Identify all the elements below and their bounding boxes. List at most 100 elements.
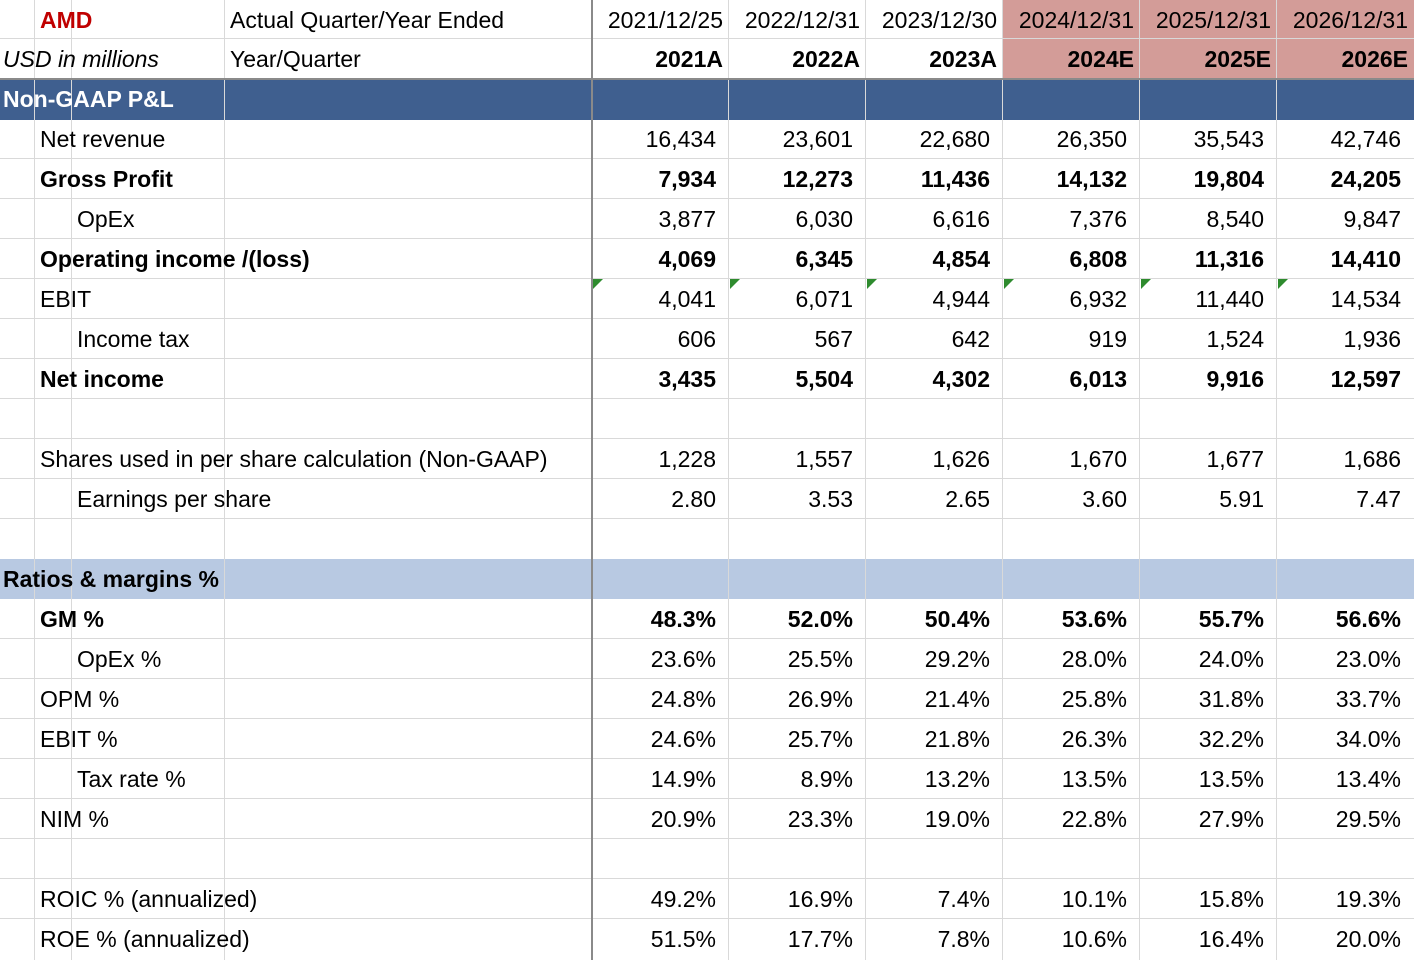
cell-ebit-pct-0[interactable]: 24.6% bbox=[650, 726, 716, 752]
comment-indicator-icon[interactable] bbox=[1004, 279, 1014, 289]
row-label-income-tax[interactable]: Income tax bbox=[77, 326, 190, 352]
cell-ebit-pct-1[interactable]: 25.7% bbox=[787, 726, 853, 752]
cell-opm-0[interactable]: 24.8% bbox=[650, 686, 716, 712]
cell-operating-income-1[interactable]: 6,345 bbox=[795, 246, 853, 272]
cell-opex-1[interactable]: 6,030 bbox=[795, 206, 853, 232]
cell-eps-4[interactable]: 5.91 bbox=[1219, 486, 1264, 512]
comment-indicator-icon[interactable] bbox=[1278, 279, 1288, 289]
cell-net-income-5[interactable]: 12,597 bbox=[1330, 366, 1401, 392]
row-label-operating-income[interactable]: Operating income /(loss) bbox=[40, 246, 310, 272]
cell-opm-1[interactable]: 26.9% bbox=[787, 686, 853, 712]
row-label-eps[interactable]: Earnings per share bbox=[77, 486, 272, 512]
cell-ebit-pct-2[interactable]: 21.8% bbox=[924, 726, 990, 752]
cell-eps-5[interactable]: 7.47 bbox=[1356, 486, 1401, 512]
row-label-roe[interactable]: ROE % (annualized) bbox=[40, 926, 250, 952]
cell-nim-0[interactable]: 20.9% bbox=[650, 806, 716, 832]
cell-income-tax-2[interactable]: 642 bbox=[951, 326, 990, 352]
cell-opm-4[interactable]: 31.8% bbox=[1198, 686, 1264, 712]
cell-opex-pct-1[interactable]: 25.5% bbox=[787, 646, 853, 672]
cell-net-income-1[interactable]: 5,504 bbox=[795, 366, 853, 392]
cell-roic-2[interactable]: 7.4% bbox=[937, 886, 990, 912]
cell-opm-3[interactable]: 25.8% bbox=[1061, 686, 1127, 712]
row-label-gross-profit[interactable]: Gross Profit bbox=[40, 166, 173, 192]
cell-ebit-5[interactable]: 14,534 bbox=[1330, 286, 1401, 312]
cell-gross-profit-5[interactable]: 24,205 bbox=[1330, 166, 1401, 192]
cell-opex-0[interactable]: 3,877 bbox=[658, 206, 716, 232]
year-quarter-label[interactable]: Year/Quarter bbox=[230, 46, 361, 72]
ticker-label[interactable]: AMD bbox=[40, 7, 93, 33]
cell-income-tax-4[interactable]: 1,524 bbox=[1206, 326, 1264, 352]
cell-income-tax-0[interactable]: 606 bbox=[677, 326, 716, 352]
cell-gm-2[interactable]: 50.4% bbox=[924, 606, 990, 632]
cell-roic-4[interactable]: 15.8% bbox=[1198, 886, 1264, 912]
cell-net-revenue-5[interactable]: 42,746 bbox=[1330, 126, 1401, 152]
cell-gm-1[interactable]: 52.0% bbox=[787, 606, 853, 632]
date-header-5[interactable]: 2026/12/31 bbox=[1292, 7, 1408, 33]
period-header-2[interactable]: 2023A bbox=[929, 46, 997, 72]
cell-roic-1[interactable]: 16.9% bbox=[787, 886, 853, 912]
date-header-0[interactable]: 2021/12/25 bbox=[607, 7, 723, 33]
cell-net-revenue-1[interactable]: 23,601 bbox=[782, 126, 853, 152]
cell-shares-3[interactable]: 1,670 bbox=[1069, 446, 1127, 472]
period-header-3[interactable]: 2024E bbox=[1067, 46, 1134, 72]
unit-label[interactable]: USD in millions bbox=[3, 46, 159, 72]
cell-ebit-3[interactable]: 6,932 bbox=[1069, 286, 1127, 312]
cell-operating-income-3[interactable]: 6,808 bbox=[1069, 246, 1127, 272]
cell-gm-0[interactable]: 48.3% bbox=[650, 606, 716, 632]
cell-operating-income-0[interactable]: 4,069 bbox=[658, 246, 716, 272]
cell-operating-income-4[interactable]: 11,316 bbox=[1194, 246, 1264, 272]
row-label-roic[interactable]: ROIC % (annualized) bbox=[40, 886, 258, 912]
cell-opex-pct-5[interactable]: 23.0% bbox=[1335, 646, 1401, 672]
cell-shares-4[interactable]: 1,677 bbox=[1206, 446, 1264, 472]
row-label-gm[interactable]: GM % bbox=[40, 606, 104, 632]
row-label-shares[interactable]: Shares used in per share calculation (No… bbox=[40, 446, 548, 472]
cell-net-revenue-3[interactable]: 26,350 bbox=[1056, 126, 1127, 152]
cell-income-tax-1[interactable]: 567 bbox=[814, 326, 853, 352]
cell-opex-pct-2[interactable]: 29.2% bbox=[924, 646, 990, 672]
cell-net-revenue-2[interactable]: 22,680 bbox=[919, 126, 990, 152]
row-label-ebit[interactable]: EBIT bbox=[40, 286, 92, 312]
row-label-opex[interactable]: OpEx bbox=[77, 206, 135, 232]
cell-gross-profit-0[interactable]: 7,934 bbox=[658, 166, 716, 192]
cell-nim-3[interactable]: 22.8% bbox=[1061, 806, 1127, 832]
row-label-nim[interactable]: NIM % bbox=[40, 806, 109, 832]
row-label-opex-pct[interactable]: OpEx % bbox=[77, 646, 162, 672]
cell-opex-pct-0[interactable]: 23.6% bbox=[650, 646, 716, 672]
cell-ebit-2[interactable]: 4,944 bbox=[932, 286, 990, 312]
row-label-net-income[interactable]: Net income bbox=[40, 366, 164, 392]
cell-roic-5[interactable]: 19.3% bbox=[1335, 886, 1401, 912]
cell-income-tax-3[interactable]: 919 bbox=[1088, 326, 1127, 352]
cell-roe-1[interactable]: 17.7% bbox=[787, 926, 853, 952]
row-label-net-revenue[interactable]: Net revenue bbox=[40, 126, 166, 152]
cell-eps-1[interactable]: 3.53 bbox=[808, 486, 853, 512]
cell-tax-rate-2[interactable]: 13.2% bbox=[924, 766, 990, 792]
comment-indicator-icon[interactable] bbox=[593, 279, 603, 289]
row-label-tax-rate[interactable]: Tax rate % bbox=[77, 766, 186, 792]
cell-nim-5[interactable]: 29.5% bbox=[1335, 806, 1401, 832]
cell-nim-2[interactable]: 19.0% bbox=[924, 806, 990, 832]
cell-opex-pct-4[interactable]: 24.0% bbox=[1198, 646, 1264, 672]
period-label[interactable]: Actual Quarter/Year Ended bbox=[230, 7, 505, 33]
cell-tax-rate-0[interactable]: 14.9% bbox=[650, 766, 716, 792]
period-header-0[interactable]: 2021A bbox=[655, 46, 723, 72]
cell-gross-profit-2[interactable]: 11,436 bbox=[920, 166, 990, 192]
cell-ebit-1[interactable]: 6,071 bbox=[795, 286, 853, 312]
date-header-2[interactable]: 2023/12/30 bbox=[881, 7, 997, 33]
cell-roe-5[interactable]: 20.0% bbox=[1335, 926, 1401, 952]
cell-tax-rate-1[interactable]: 8.9% bbox=[800, 766, 853, 792]
cell-gm-4[interactable]: 55.7% bbox=[1198, 606, 1264, 632]
cell-ebit-pct-4[interactable]: 32.2% bbox=[1198, 726, 1264, 752]
cell-opm-2[interactable]: 21.4% bbox=[924, 686, 990, 712]
period-header-5[interactable]: 2026E bbox=[1341, 46, 1408, 72]
cell-net-income-0[interactable]: 3,435 bbox=[658, 366, 716, 392]
cell-ebit-pct-3[interactable]: 26.3% bbox=[1061, 726, 1127, 752]
cell-opex-2[interactable]: 6,616 bbox=[932, 206, 990, 232]
section-title-pnl[interactable]: Non-GAAP P&L bbox=[3, 86, 174, 112]
cell-income-tax-5[interactable]: 1,936 bbox=[1343, 326, 1401, 352]
cell-eps-2[interactable]: 2.65 bbox=[945, 486, 990, 512]
cell-operating-income-2[interactable]: 4,854 bbox=[932, 246, 990, 272]
cell-roe-2[interactable]: 7.8% bbox=[937, 926, 990, 952]
cell-net-income-2[interactable]: 4,302 bbox=[932, 366, 990, 392]
row-label-ebit-pct[interactable]: EBIT % bbox=[40, 726, 118, 752]
